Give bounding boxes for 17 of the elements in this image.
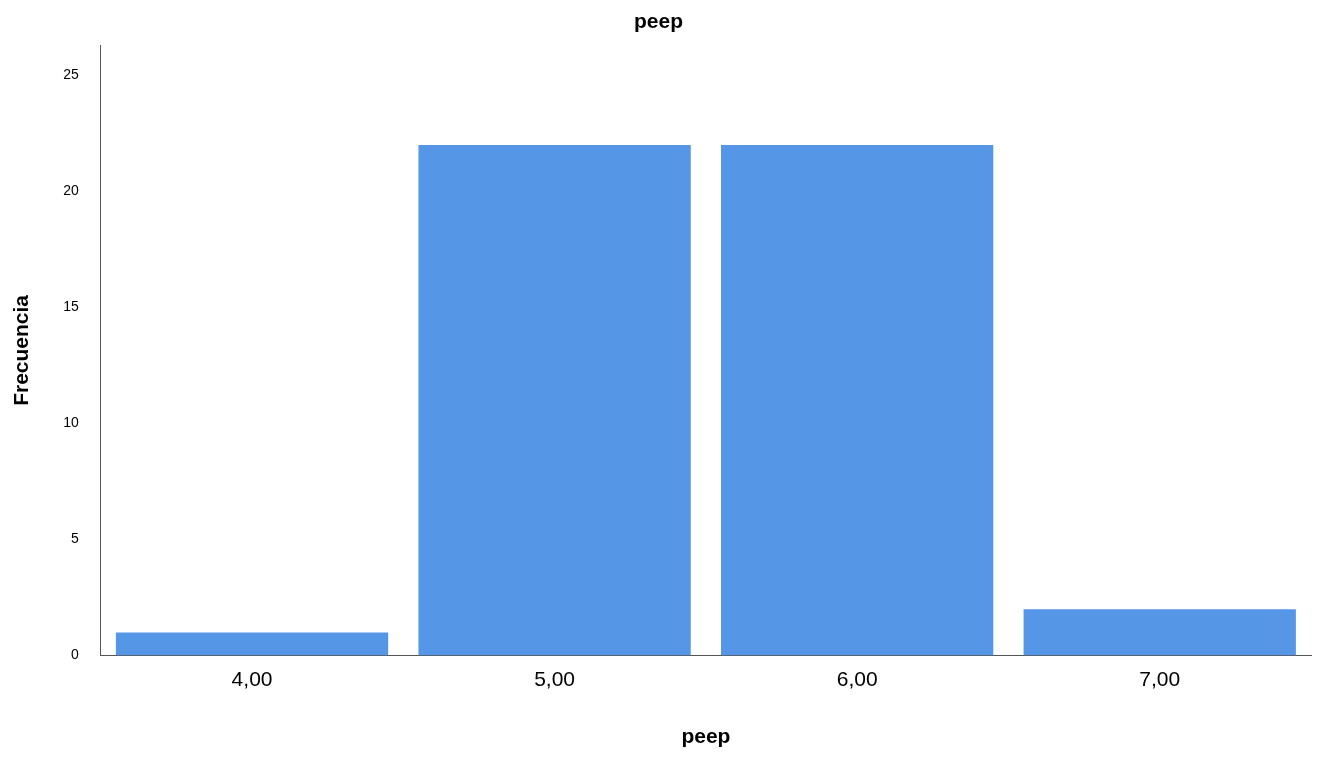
y-tick-label: 0 — [70, 646, 79, 663]
bar — [418, 145, 691, 656]
y-axis-title: Frecuencia — [9, 294, 33, 406]
chart-title: peep — [633, 9, 684, 33]
x-axis-title: peep — [681, 724, 731, 748]
y-tick-label: 15 — [63, 298, 79, 315]
bar — [1023, 609, 1296, 656]
x-tick-label: 5,00 — [534, 667, 576, 690]
x-tick-label: 6,00 — [836, 667, 878, 690]
x-tick-label: 7,00 — [1139, 667, 1181, 690]
y-tick-label: 20 — [63, 182, 79, 199]
y-tick-label: 10 — [63, 414, 79, 431]
bar — [721, 145, 994, 656]
y-tick-label: 5 — [70, 530, 79, 547]
y-tick-label: 25 — [63, 66, 79, 83]
x-tick-label: 4,00 — [231, 667, 273, 690]
bar — [115, 632, 389, 656]
